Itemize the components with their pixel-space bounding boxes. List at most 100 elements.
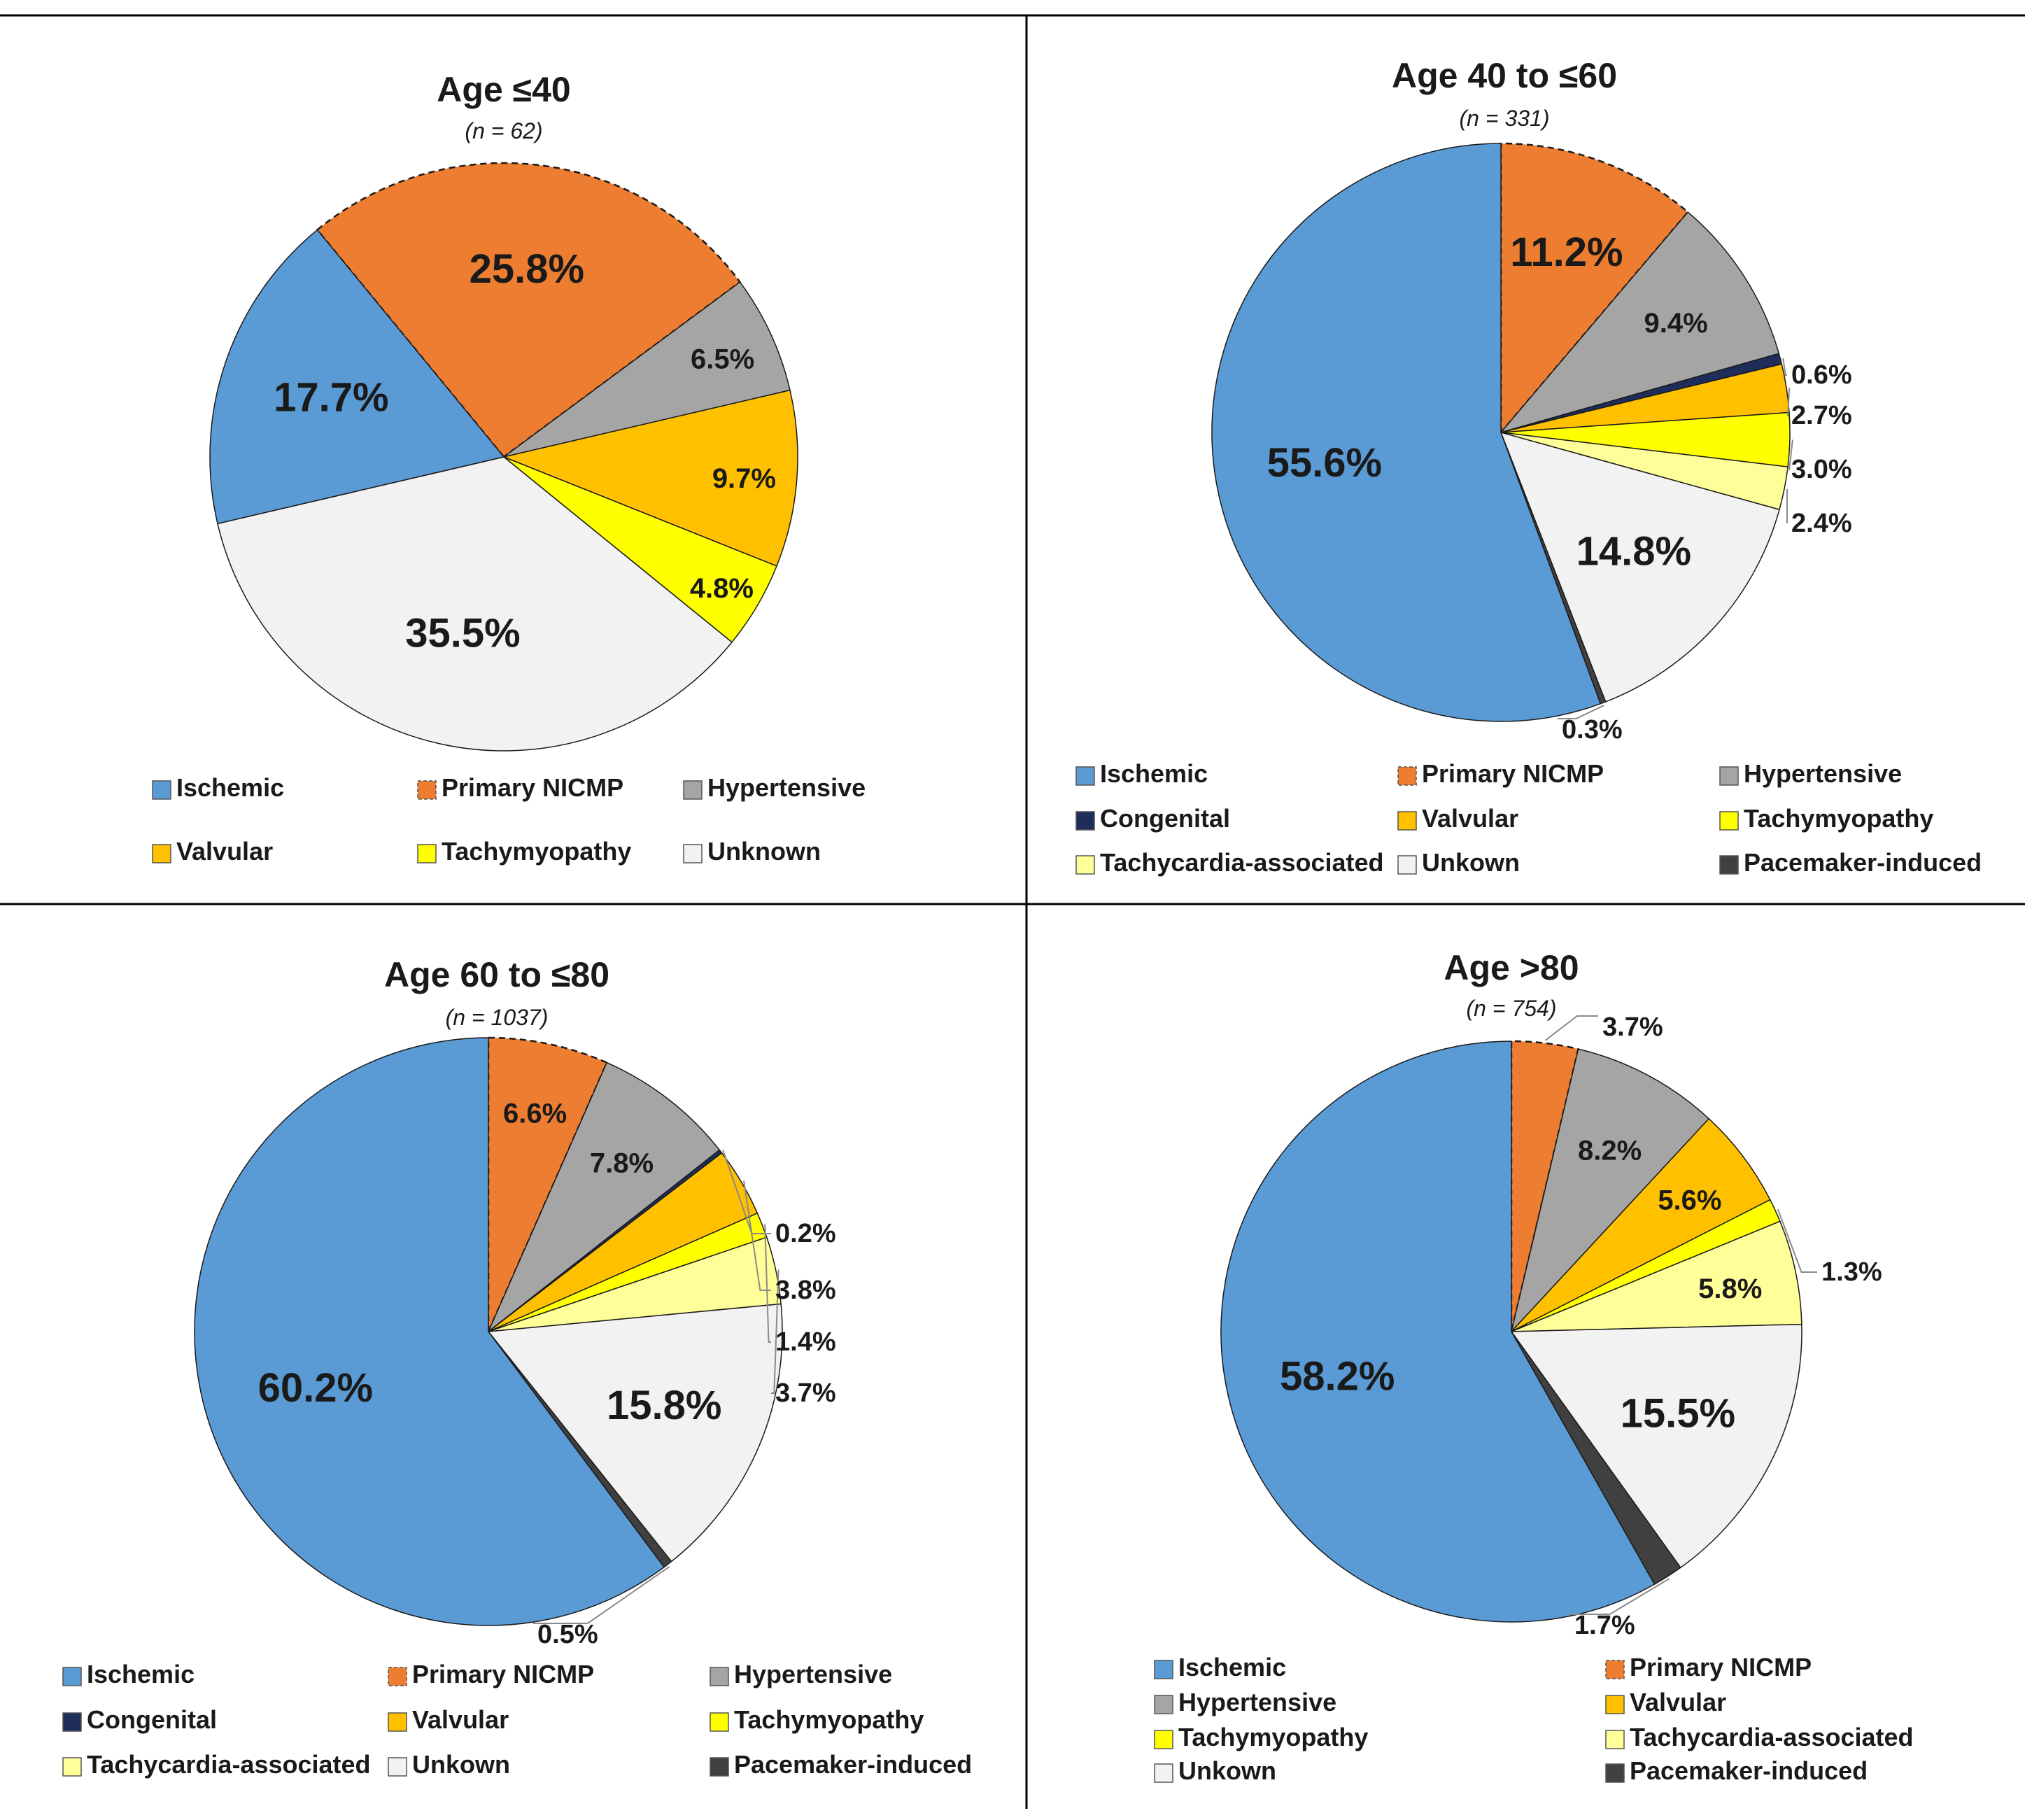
legend-swatch [152,844,171,863]
pie-slice-hypertensive [1500,211,1780,433]
data-label-pacemaker-induced: 0.3% [1562,715,1623,745]
legend-label: Primary NICMP [412,1660,594,1688]
data-label-unknown: 14.8% [1576,529,1691,574]
legend-label: Congenital [1100,804,1230,833]
pie-slices [209,162,798,752]
legend-label: Unknown [707,837,821,866]
data-label-hypertensive: 7.8% [590,1148,654,1178]
legend-item-valvular: Valvular [388,1705,509,1734]
data-label-pacemaker-induced: 1.7% [1574,1611,1635,1640]
leader-line-pacemaker-induced [1570,1578,1670,1615]
data-label-unknown: 15.5% [1621,1390,1735,1436]
legend-item-tachycardia-associated: Tachycardia-associated [1075,848,1384,877]
data-label-unknown: 35.5% [405,611,520,656]
data-label-tachymyopathy: 1.3% [1821,1257,1882,1287]
pie-slices [1211,142,1791,722]
legend-item-unknown: Unkown [1397,848,1520,877]
legend-label: Ischemic [1100,759,1208,788]
pie-slice-ischemic [1220,1040,1656,1623]
leader-line-congenital [1782,358,1787,376]
leader-line-primary-nicmp [1544,1015,1598,1041]
data-labels: 25.8% 6.5% 9.7% 4.8% 35.5% 17.7% [274,246,776,656]
pie-slice-primary-nicmp [1500,142,1689,434]
legend-swatch [1075,855,1095,875]
data-label-primary-nicmp: 6.6% [503,1099,567,1129]
leader-line-valvular [1787,388,1791,416]
leader-lines [533,1149,779,1624]
pie-panel-age-over-80: Age >80 (n = 754) 3.7% 8.2% 5.6% 1.3% 5.8% 15… [1154,948,1914,1785]
legend-swatch [1075,811,1095,831]
data-label-congenital: 0.6% [1791,360,1852,390]
legend-label: Valvular [412,1705,509,1734]
legend-swatch [62,1757,82,1777]
legend-swatch [152,780,171,800]
data-label-unknown: 15.8% [607,1383,721,1428]
data-label-tachycardia-associated: 5.8% [1698,1274,1762,1304]
pie-slice-hypertensive [488,1061,720,1332]
chart-sample-size: (n = 331) [1460,106,1550,131]
legend-swatch [388,1757,407,1777]
legend-swatch [1397,766,1417,786]
legend-swatch [417,844,437,863]
legend-label: Unkown [1178,1756,1276,1785]
legend-item-congenital: Congenital [62,1705,217,1734]
legend-label: Hypertensive [1178,1688,1336,1716]
legend-swatch [1605,1763,1625,1783]
data-label-ischemic: 58.2% [1280,1354,1395,1399]
data-label-hypertensive: 6.5% [691,344,754,374]
legend-item-hypertensive: Hypertensive [1719,759,1902,788]
legend-label: Ischemic [87,1660,195,1688]
legend-item-primary-nicmp: Primary NICMP [388,1660,594,1688]
legend-item-ischemic: Ischemic [152,773,284,802]
pie-slices [194,1036,783,1626]
legend-label: Tachycardia-associated [1100,848,1384,877]
data-label-tachycardia-associated: 3.7% [775,1378,836,1408]
legend-swatch [1719,766,1739,786]
legend-swatch [1397,811,1417,831]
data-label-valvular: 2.7% [1791,401,1852,430]
legend-swatch [1719,811,1739,831]
pie-slice-valvular [1511,1117,1771,1332]
legend-item-valvular: Valvular [152,837,273,866]
legend-item-tachymyopathy: Tachymyopathy [710,1705,924,1734]
legend-swatch [1397,855,1417,875]
pie-slice-hypertensive [1511,1048,1709,1332]
legend-label: Primary NICMP [442,773,623,802]
leader-lines [1558,358,1793,719]
chart-title: Age 40 to ≤60 [1392,56,1617,95]
data-label-primary-nicmp: 3.7% [1602,1013,1663,1042]
legend-swatch [710,1712,729,1732]
chart-sample-size: (n = 754) [1467,996,1557,1021]
pie-slice-primary-nicmp [316,162,741,458]
legend-swatch [710,1667,729,1686]
data-labels: 11.2% 9.4% 0.6% 2.7% 3.0% 2.4% 14.8% 0.3% 55.6% [1267,230,1852,745]
pie-slice-unknown [488,1303,783,1562]
legend-item-pacemaker-induced: Pacemaker-induced [1605,1756,1868,1785]
data-label-valvular: 5.6% [1658,1185,1721,1215]
legend-item-unknown: Unkown [388,1750,510,1779]
legend-item-unknown: Unknown [683,837,821,866]
data-labels: 6.6% 7.8% 0.2% 3.8% 1.4% 3.7% 15.8% 0.5% 60.2% [258,1099,836,1650]
data-label-primary-nicmp: 11.2% [1510,230,1623,275]
legend-item-tachymyopathy: Tachymyopathy [417,837,631,866]
legend-item-tachymyopathy: Tachymyopathy [1154,1723,1368,1751]
pie-slice-hypertensive [503,281,791,458]
leader-line-pacemaker-induced [533,1565,670,1624]
legend-label: Pacemaker-induced [734,1750,972,1779]
data-label-congenital: 0.2% [775,1219,836,1248]
legend-item-hypertensive: Hypertensive [1154,1688,1336,1716]
legend-label: Tachymyopathy [442,837,631,866]
data-label-tachymyopathy: 3.0% [1791,455,1852,484]
legend-label: Valvular [1422,804,1518,833]
legend-swatch [388,1667,407,1686]
legend-swatch [1154,1730,1173,1749]
data-label-tachymyopathy: 1.4% [775,1327,836,1357]
leader-line-tachymyopathy [1777,1208,1817,1273]
legend-swatch [1605,1730,1625,1749]
legend-label: Primary NICMP [1630,1653,1812,1681]
legend-item-hypertensive: Hypertensive [683,773,866,802]
data-label-ischemic: 55.6% [1267,440,1382,486]
legend-label: Congenital [87,1705,217,1734]
data-label-hypertensive: 9.4% [1644,308,1708,339]
legend-item-hypertensive: Hypertensive [710,1660,892,1688]
